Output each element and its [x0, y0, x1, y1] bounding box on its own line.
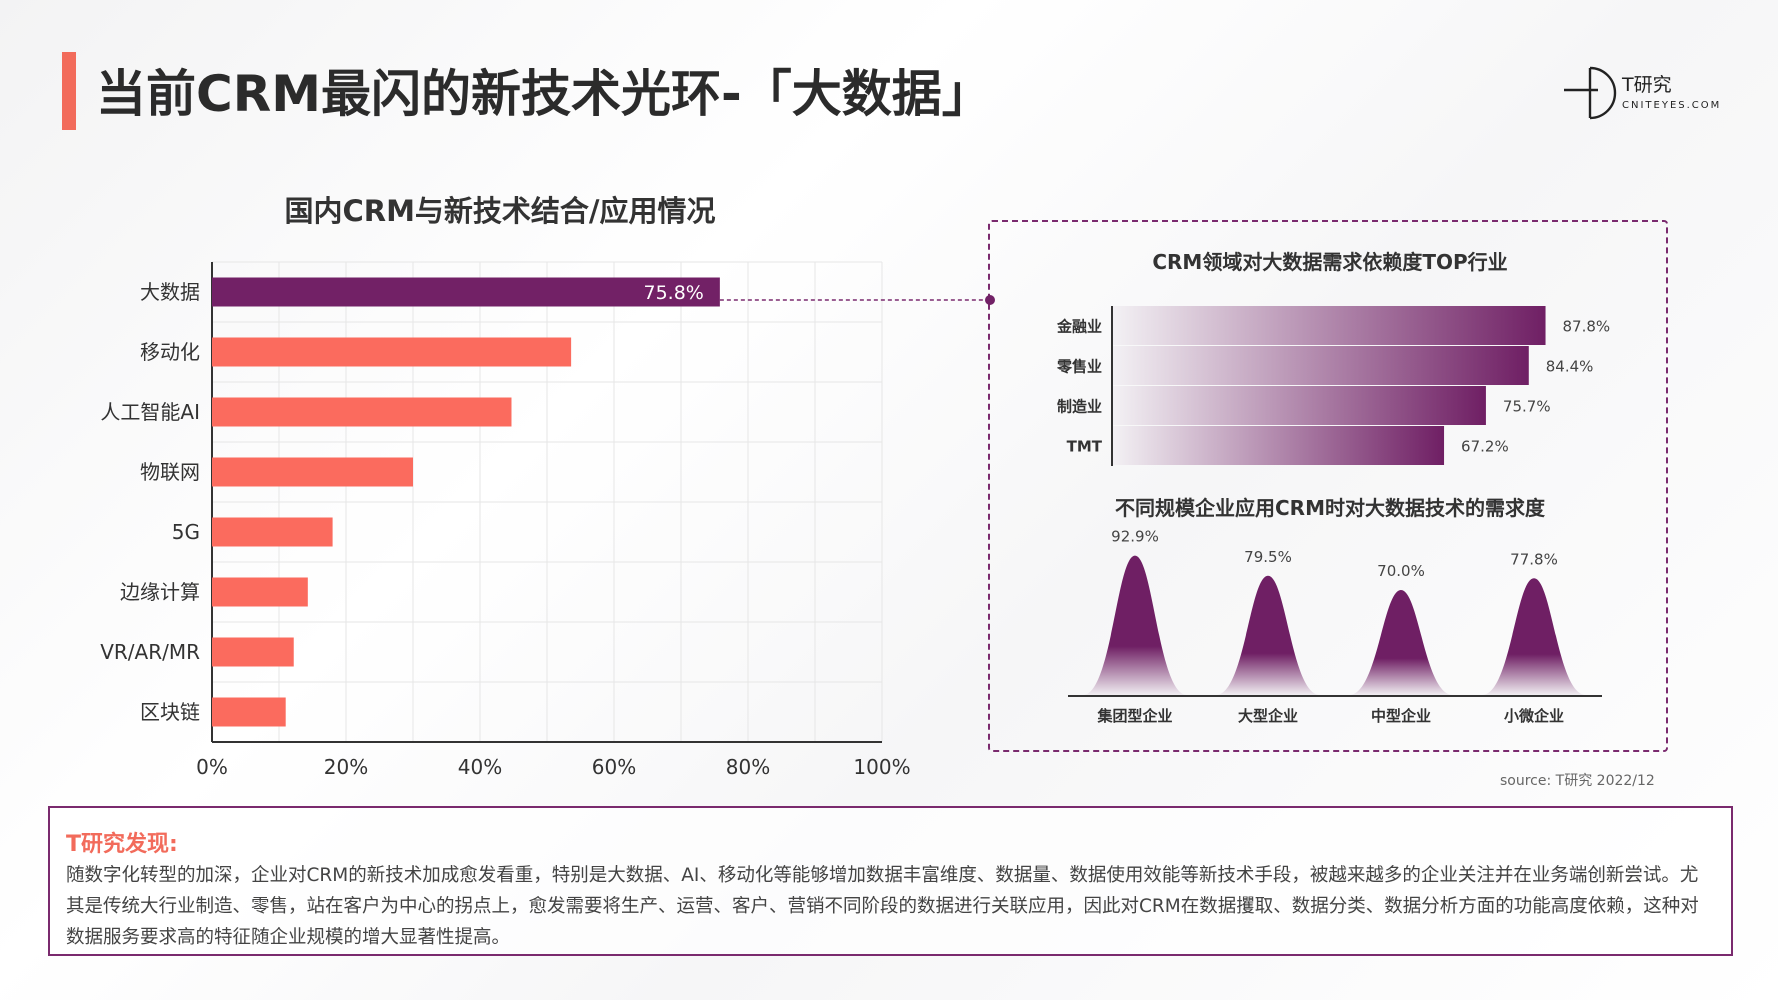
demand-peak: [1349, 590, 1453, 695]
x-tick-label: 0%: [196, 755, 228, 779]
finding-box: T研究发现: 随数字化转型的加深，企业对CRM的新技术加成愈发看重，特别是大数据…: [48, 806, 1733, 956]
industry-bar: [1113, 306, 1546, 345]
page-title: 当前CRM最闪的新技术光环-「大数据」: [96, 65, 992, 123]
category-label: VR/AR/MR: [100, 640, 200, 664]
demand-value-label: 92.9%: [1111, 528, 1159, 546]
industry-bar: [1113, 386, 1486, 425]
x-tick-label: 100%: [853, 755, 910, 779]
industry-label: TMT: [1067, 438, 1103, 456]
logo-mark-icon: [1564, 66, 1617, 120]
title-accent-bar: [62, 52, 76, 130]
category-label: 物联网: [140, 460, 200, 484]
bar: [212, 397, 512, 427]
source-note: source: T研究 2022/12: [1500, 773, 1655, 789]
bar: [212, 637, 294, 667]
category-label: 边缘计算: [120, 580, 200, 604]
logo-domain: CNITEYES.COM: [1622, 100, 1722, 111]
data-label: 75.8%: [644, 282, 704, 304]
industry-bar: [1113, 346, 1529, 385]
category-label: 区块链: [140, 700, 200, 724]
big-data-detail-panel: [988, 220, 1668, 752]
brand-logo: T研究 CNITEYES.COM: [1560, 62, 1720, 124]
industry-value-label: 75.7%: [1503, 398, 1551, 416]
demand-value-label: 77.8%: [1510, 550, 1558, 568]
bar: [212, 577, 308, 607]
logo-name: T研究: [1622, 74, 1672, 96]
industry-value-label: 67.2%: [1461, 438, 1509, 456]
bar: [212, 457, 413, 487]
industry-bar: [1113, 426, 1445, 465]
industry-value-label: 87.8%: [1563, 318, 1611, 336]
main-chart-title: 国内CRM与新技术结合/应用情况: [284, 194, 716, 228]
x-tick-label: 20%: [324, 755, 368, 779]
demand-peak: [1083, 555, 1187, 695]
bar: [212, 277, 720, 307]
bar: [212, 697, 286, 727]
category-label: 5G: [172, 520, 200, 544]
demand-value-label: 70.0%: [1377, 562, 1425, 580]
industry-label: 零售业: [1056, 358, 1102, 376]
bar: [212, 517, 333, 547]
company-size-label: 大型企业: [1238, 707, 1298, 725]
category-label: 人工智能AI: [100, 400, 200, 424]
industry-dependency-bar-chart: 金融业 87.8% 零售业 84.4% 制造业 75.7% TMT 67.2%: [1056, 306, 1611, 466]
bar: [212, 337, 572, 367]
demand-peak: [1216, 575, 1320, 695]
company-size-label: 小微企业: [1504, 707, 1564, 725]
demand-peak: [1482, 578, 1586, 695]
company-size-demand-chart: 92.9% 集团型企业 79.5% 大型企业 70.0% 中型企业 77.8% 小微企业: [1068, 528, 1602, 725]
industry-chart-title: CRM领域对大数据需求依赖度TOP行业: [1152, 250, 1508, 274]
company-size-label: 集团型企业: [1096, 707, 1172, 725]
industry-label: 制造业: [1057, 398, 1102, 416]
size-chart-title: 不同规模企业应用CRM时对大数据技术的需求度: [1115, 496, 1545, 520]
category-label: 移动化: [140, 340, 200, 364]
x-tick-label: 60%: [592, 755, 636, 779]
industry-value-label: 84.4%: [1546, 358, 1594, 376]
x-tick-label: 40%: [458, 755, 502, 779]
finding-text: 随数字化转型的加深，企业对CRM的新技术加成愈发看重，特别是大数据、AI、移动化…: [66, 865, 1699, 948]
category-label: 大数据: [140, 280, 200, 304]
demand-value-label: 79.5%: [1244, 548, 1292, 566]
company-size-label: 中型企业: [1371, 707, 1431, 725]
finding-title: T研究发现:: [66, 832, 178, 857]
industry-label: 金融业: [1056, 318, 1102, 336]
x-tick-label: 80%: [726, 755, 770, 779]
